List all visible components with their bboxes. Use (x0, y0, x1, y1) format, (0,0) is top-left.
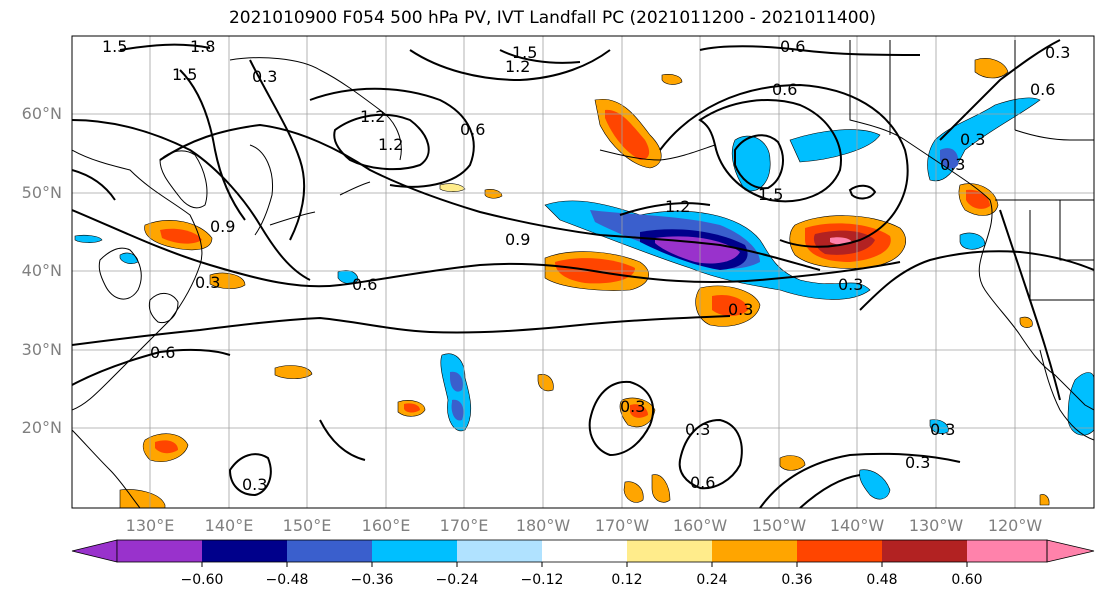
contour-label: 1.8 (190, 37, 215, 56)
lon-label: 170°W (594, 516, 650, 535)
lat-label: 50°N (21, 183, 62, 202)
contour-label: 1.2 (665, 197, 690, 216)
colorbar-segment (457, 540, 542, 562)
colorbar-segment (287, 540, 372, 562)
contour-label: 0.3 (838, 275, 863, 294)
colorbar (71, 539, 1095, 567)
colorbar-tick-label: −0.60 (180, 572, 224, 588)
colorbar-tick-label: −0.36 (350, 572, 394, 588)
coastlines (72, 40, 1094, 508)
contour-label: 0.3 (930, 420, 955, 439)
contour-label: 0.3 (960, 130, 985, 149)
gridlines (72, 36, 1094, 508)
lon-label: 130°E (125, 516, 175, 535)
contour-label: 0.3 (685, 420, 710, 439)
contour-label: 0.6 (690, 473, 715, 492)
colorbar-segment (882, 540, 967, 562)
colorbar-tick-label: −0.24 (435, 572, 479, 588)
contour-label: 0.6 (150, 343, 175, 362)
lon-label: 140°E (204, 516, 254, 535)
colorbar-segment (797, 540, 882, 562)
lon-label: 120°W (987, 516, 1043, 535)
lon-label: 170°E (439, 516, 489, 535)
contour-label: 0.3 (195, 273, 220, 292)
map-title: 2021010900 F054 500 hPa PV, IVT Landfall… (228, 8, 876, 28)
colorbar-tick-label: 0.60 (951, 572, 983, 588)
lat-label: 30°N (21, 340, 62, 359)
contours (72, 39, 1094, 508)
colorbar-segment (202, 540, 287, 562)
map-frame (71, 35, 1095, 509)
lon-label: 160°W (672, 516, 728, 535)
contour-label: 0.3 (620, 397, 645, 416)
colorbar-extend-high (1046, 539, 1095, 563)
colorbar-tick-label: −0.12 (520, 572, 564, 588)
lon-label: 160°E (361, 516, 411, 535)
contour-label: 0.6 (352, 275, 377, 294)
colorbar-tick-label: 0.48 (866, 572, 898, 588)
contour-label: 0.3 (1045, 43, 1070, 62)
colorbar-extend-low (71, 539, 118, 563)
lon-label: 180°W (515, 516, 571, 535)
colorbar-tick-label: −0.48 (265, 572, 309, 588)
contour-label: 1.2 (360, 107, 385, 126)
colorbar-segment (627, 540, 712, 562)
lat-label: 40°N (21, 261, 62, 280)
lat-label: 20°N (21, 418, 62, 437)
contour-label: 0.6 (780, 37, 805, 56)
contour-label: 0.3 (940, 155, 965, 174)
colorbar-tick-label: 0.24 (696, 572, 728, 588)
lon-label: 150°E (282, 516, 332, 535)
lat-label: 60°N (21, 104, 62, 123)
contour-label: 0.6 (772, 80, 797, 99)
contour-label: 0.9 (505, 230, 530, 249)
contour-label: 0.3 (242, 475, 267, 494)
lon-label: 140°W (829, 516, 885, 535)
shaded-field (74, 58, 1094, 508)
contour-label: 0.3 (728, 300, 753, 319)
colorbar-segment (372, 540, 457, 562)
contour-label: 1.5 (758, 185, 783, 204)
lon-label: 150°W (751, 516, 807, 535)
contour-label: 0.6 (1030, 80, 1055, 99)
colorbar-tick-label: 0.12 (611, 572, 643, 588)
contour-label: 0.6 (460, 120, 485, 139)
contour-label: 1.5 (102, 37, 127, 56)
colorbar-segment (542, 540, 627, 562)
contour-label: 1.5 (172, 65, 197, 84)
colorbar-tick-label: 0.36 (781, 572, 813, 588)
contour-label: 1.2 (505, 57, 530, 76)
contour-label: 1.5 (512, 43, 537, 62)
lon-label: 130°W (908, 516, 964, 535)
contour-labels: 1.5 1.8 1.5 0.3 1.5 1.2 0.6 0.3 1.2 1.2 … (102, 37, 1070, 494)
colorbar-segment (967, 540, 1047, 562)
contour-label: 0.9 (210, 217, 235, 236)
map-area: 1.5 1.8 1.5 0.3 1.5 1.2 0.6 0.3 1.2 1.2 … (72, 36, 1094, 508)
contour-label: 0.3 (252, 67, 277, 86)
contour-label: 1.2 (378, 135, 403, 154)
colorbar-segment (712, 540, 797, 562)
colorbar-segment (117, 540, 202, 562)
contour-label: 0.3 (905, 453, 930, 472)
